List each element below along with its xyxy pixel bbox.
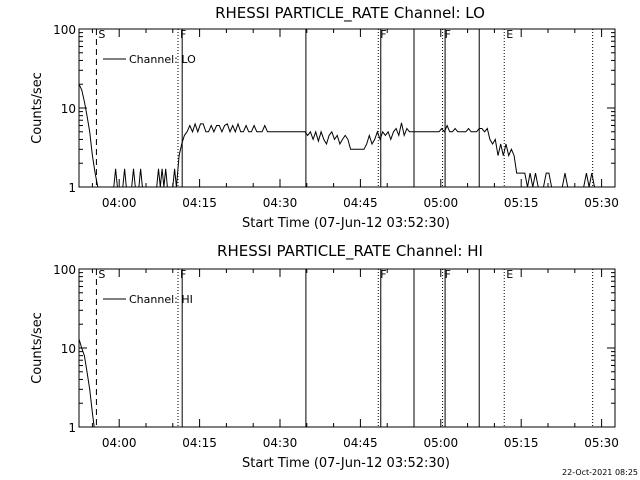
series-line xyxy=(78,338,95,428)
hi-x-axis-label: Start Time (07-Jun-12 03:52:30) xyxy=(242,456,450,471)
x-tick-label: 04:45 xyxy=(343,196,378,210)
y-tick-label: 10 xyxy=(61,102,76,116)
hi-channel-panel: RHESSI PARTICLE_RATE Channel: HI Counts/… xyxy=(30,242,619,471)
x-tick-label: 05:00 xyxy=(424,436,459,450)
event-marker-label: S xyxy=(98,28,105,41)
event-marker-label: F xyxy=(380,28,386,41)
legend-label: Channel: LO xyxy=(129,53,196,66)
x-tick-label: 05:15 xyxy=(504,196,539,210)
hi-y-axis-label: Counts/sec xyxy=(30,312,45,384)
generated-timestamp: 22-Oct-2021 08:25 xyxy=(562,468,638,477)
x-tick-label: 04:15 xyxy=(182,196,217,210)
y-tick-label: 100 xyxy=(53,23,76,37)
y-tick-label: 1 xyxy=(68,181,76,195)
x-tick-label: 04:45 xyxy=(343,436,378,450)
x-tick-label: 05:30 xyxy=(584,196,619,210)
x-tick-label: 04:00 xyxy=(102,436,137,450)
series-line xyxy=(78,83,595,188)
legend-label: Channel: HI xyxy=(129,293,193,306)
event-marker-label: E xyxy=(506,28,513,41)
y-tick-label: 10 xyxy=(61,342,76,356)
y-tick-label: 1 xyxy=(68,421,76,435)
event-marker-label: E xyxy=(506,268,513,281)
x-tick-label: 04:15 xyxy=(182,436,217,450)
x-tick-label: 04:30 xyxy=(263,196,298,210)
x-tick-label: 05:30 xyxy=(584,436,619,450)
x-tick-label: 04:00 xyxy=(102,196,137,210)
lo-chart-title: RHESSI PARTICLE_RATE Channel: LO xyxy=(215,4,485,23)
event-marker-label: S xyxy=(98,268,105,281)
lo-y-axis-label: Counts/sec xyxy=(30,72,45,144)
event-marker-label: F xyxy=(180,268,186,281)
x-tick-label: 05:00 xyxy=(424,196,459,210)
y-tick-label: 100 xyxy=(53,263,76,277)
event-marker-label: F xyxy=(380,268,386,281)
event-marker-label: F xyxy=(180,28,186,41)
x-tick-label: 05:15 xyxy=(504,436,539,450)
lo-x-axis-label: Start Time (07-Jun-12 03:52:30) xyxy=(242,216,450,231)
event-marker-label: F xyxy=(445,268,451,281)
lo-channel-panel: RHESSI PARTICLE_RATE Channel: LO Counts/… xyxy=(30,4,619,231)
x-tick-label: 04:30 xyxy=(263,436,298,450)
hi-chart-title: RHESSI PARTICLE_RATE Channel: HI xyxy=(217,242,483,261)
event-marker-label: F xyxy=(445,28,451,41)
